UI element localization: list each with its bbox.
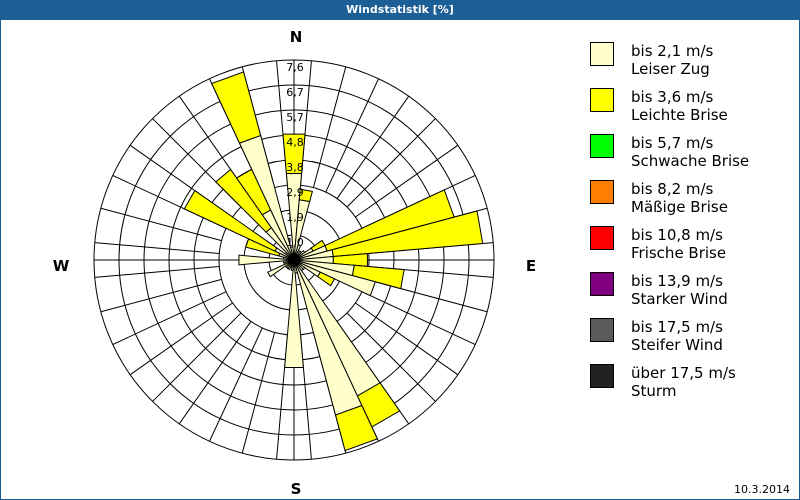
legend-label: Sturm bbox=[631, 382, 677, 400]
legend-label: Mäßige Brise bbox=[631, 198, 728, 216]
wind-sector bbox=[183, 189, 278, 252]
legend-speed: bis 13,9 m/s bbox=[631, 272, 723, 290]
legend-swatch bbox=[590, 226, 614, 250]
legend-speed: bis 17,5 m/s bbox=[631, 318, 723, 336]
ring-labels: 1,0 1,9 2,9 3,8 4,8 5,7 6,7 7,6 bbox=[286, 61, 304, 249]
compass-north: N bbox=[290, 28, 303, 46]
wind-rose-chart: 1,0 1,9 2,9 3,8 4,8 5,7 6,7 7,6 N E S W bbox=[53, 28, 536, 498]
legend-swatch bbox=[590, 42, 614, 66]
wind-sector bbox=[334, 404, 379, 452]
wind-sector bbox=[211, 71, 262, 144]
legend-swatch bbox=[590, 88, 614, 112]
legend-swatch bbox=[590, 134, 614, 158]
legend-label: Leichte Brise bbox=[631, 106, 728, 124]
legend-speed: bis 8,2 m/s bbox=[631, 180, 714, 198]
legend-label: Leiser Zug bbox=[631, 60, 710, 78]
wind-sectors bbox=[183, 71, 484, 452]
legend-swatch bbox=[590, 272, 614, 296]
legend-speed: bis 2,1 m/s bbox=[631, 42, 714, 60]
svg-text:1,0: 1,0 bbox=[286, 236, 304, 249]
legend-label: Schwache Brise bbox=[631, 152, 750, 170]
svg-text:2,9: 2,9 bbox=[286, 186, 304, 199]
wind-sector bbox=[215, 168, 273, 233]
svg-text:3,8: 3,8 bbox=[286, 161, 304, 174]
wind-sector bbox=[284, 259, 304, 368]
footer-date: 10.3.2014 bbox=[734, 483, 790, 496]
window-title: Windstatistik [%] bbox=[0, 0, 800, 20]
svg-text:1,9: 1,9 bbox=[286, 211, 304, 224]
svg-text:5,7: 5,7 bbox=[286, 111, 304, 124]
wind-sector bbox=[238, 254, 295, 266]
compass-south: S bbox=[291, 480, 302, 498]
legend-speed: über 17,5 m/s bbox=[631, 364, 736, 382]
legend-speed: bis 3,6 m/s bbox=[631, 88, 714, 106]
legend-swatch bbox=[590, 364, 614, 388]
svg-text:6,7: 6,7 bbox=[286, 86, 304, 99]
wind-sector bbox=[282, 133, 306, 174]
wind-sector bbox=[298, 188, 314, 203]
wind-sector bbox=[351, 264, 405, 290]
legend-label: Steifer Wind bbox=[631, 336, 723, 354]
svg-text:4,8: 4,8 bbox=[286, 136, 304, 149]
legend-label: Frische Brise bbox=[631, 244, 727, 262]
wind-sector bbox=[317, 271, 336, 287]
center-hub bbox=[288, 254, 300, 266]
legend-speed: bis 5,7 m/s bbox=[631, 134, 714, 152]
legend-speed: bis 10,8 m/s bbox=[631, 226, 723, 244]
compass-east: E bbox=[526, 257, 536, 275]
svg-text:7,6: 7,6 bbox=[286, 61, 304, 74]
legend-swatch bbox=[590, 180, 614, 204]
legend-swatch bbox=[590, 318, 614, 342]
wind-sector bbox=[331, 210, 484, 258]
legend-label: Starker Wind bbox=[631, 290, 728, 308]
compass-west: W bbox=[53, 257, 70, 275]
wind-sector bbox=[267, 259, 295, 278]
